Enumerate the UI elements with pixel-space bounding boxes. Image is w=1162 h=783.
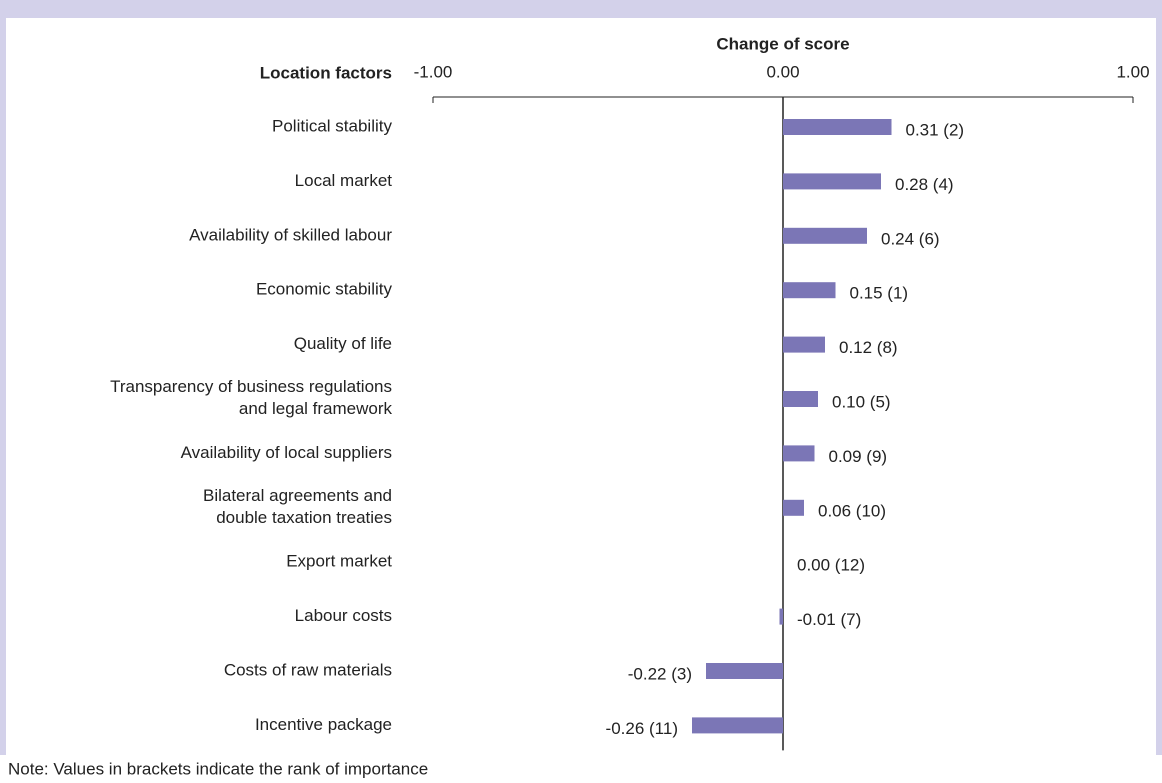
y-tick-label: Labour costs (295, 606, 392, 625)
bar (779, 608, 783, 625)
y-tick-label: Economic stability (256, 280, 393, 299)
bar (783, 445, 815, 462)
axis-title: Change of score (716, 34, 849, 53)
value-label: 0.06 (10) (818, 501, 886, 520)
right-border (1156, 0, 1162, 755)
value-label: -0.26 (11) (606, 719, 678, 738)
bar (783, 391, 818, 407)
y-tick-label: Quality of life (294, 334, 392, 353)
x-tick-label: 0.00 (766, 62, 799, 81)
bar (783, 173, 881, 190)
note: Note: Values in brackets indicate the ra… (8, 759, 428, 778)
value-label: 0.24 (6) (881, 229, 940, 248)
category-axis-title: Location factors (260, 63, 392, 82)
y-tick-label: Local market (295, 171, 393, 190)
y-tick-label: Transparency of business regulations and … (110, 377, 392, 418)
x-tick-label: 1.00 (1116, 62, 1149, 81)
header-strip (0, 0, 1162, 18)
y-tick-label: Availability of local suppliers (181, 443, 392, 462)
bar (783, 282, 836, 299)
y-tick-label: Bilateral agreements and double taxation … (203, 486, 392, 527)
y-tick-label: Export market (286, 552, 392, 571)
value-label: 0.09 (9) (829, 447, 888, 466)
value-label: 0.28 (4) (895, 175, 954, 194)
value-label: 0.31 (2) (906, 120, 965, 139)
value-label: 0.12 (8) (839, 338, 898, 357)
left-border (0, 0, 6, 755)
bar (706, 663, 783, 679)
value-label: 0.10 (5) (832, 392, 891, 411)
value-label: 0.15 (1) (850, 284, 909, 303)
y-tick-label: Political stability (272, 116, 392, 135)
y-tick-label: Availability of skilled labour (189, 225, 392, 244)
y-tick-label: Costs of raw materials (224, 660, 392, 679)
y-tick-label: Incentive package (255, 715, 392, 734)
bar (783, 336, 825, 353)
bar (783, 499, 804, 516)
value-label: -0.01 (7) (797, 610, 861, 629)
bar (783, 227, 867, 244)
x-tick-label: -1.00 (414, 62, 453, 81)
bar (783, 119, 892, 135)
value-label: 0.00 (12) (797, 556, 865, 575)
bar (692, 717, 783, 734)
value-label: -0.22 (3) (628, 664, 692, 683)
